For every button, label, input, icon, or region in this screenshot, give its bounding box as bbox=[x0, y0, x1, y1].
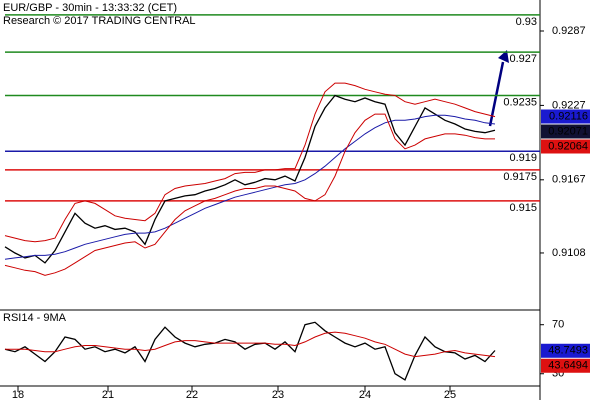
chart-subtitle: Research © 2017 TRADING CENTRAL bbox=[3, 15, 196, 27]
y-tick-label: 0.9287 bbox=[552, 25, 586, 37]
price-box-label: 48.7493 bbox=[548, 345, 588, 357]
level-label: 0.93 bbox=[516, 16, 537, 28]
price-box bbox=[541, 358, 590, 373]
y-tick-label: 70 bbox=[552, 319, 564, 331]
level-label: 0.927 bbox=[509, 53, 537, 65]
level-label: 0.915 bbox=[509, 202, 537, 214]
price-box-label: 43.6494 bbox=[548, 360, 588, 372]
x-tick-label: 25 bbox=[444, 389, 456, 400]
y-tick-label: 0.9167 bbox=[552, 174, 586, 186]
series-line bbox=[4, 82, 496, 243]
price-box bbox=[541, 124, 590, 139]
price-box bbox=[541, 109, 590, 124]
level-label: 0.9235 bbox=[503, 96, 537, 108]
y-tick-label: 0.9227 bbox=[552, 99, 586, 111]
x-tick-label: 24 bbox=[359, 389, 371, 400]
price-box-label: 0.92071 bbox=[548, 125, 588, 137]
x-tick-label: 21 bbox=[102, 389, 114, 400]
price-box bbox=[541, 139, 590, 154]
y-tick-label: 0.9108 bbox=[552, 247, 586, 259]
series-line bbox=[4, 321, 496, 381]
rsi-title: RSI14 - 9MA bbox=[3, 312, 67, 324]
forecast-arrow-head bbox=[498, 50, 509, 63]
price-box-label: 0.92064 bbox=[548, 140, 588, 152]
series-line bbox=[4, 114, 496, 260]
price-box bbox=[541, 343, 590, 358]
x-tick-label: 22 bbox=[186, 389, 198, 400]
x-tick-label: 18 bbox=[12, 389, 24, 400]
level-label: 0.919 bbox=[509, 152, 537, 164]
chart-title: EUR/GBP - 30min - 13:33:32 (CET) bbox=[3, 2, 177, 14]
forecast-arrow bbox=[488, 61, 505, 127]
x-tick-label: 23 bbox=[272, 389, 284, 400]
series-line bbox=[4, 113, 495, 276]
level-label: 0.9175 bbox=[503, 171, 537, 183]
series-line bbox=[5, 331, 496, 358]
price-box-label: 0.92116 bbox=[549, 110, 588, 122]
series-line bbox=[4, 94, 496, 264]
